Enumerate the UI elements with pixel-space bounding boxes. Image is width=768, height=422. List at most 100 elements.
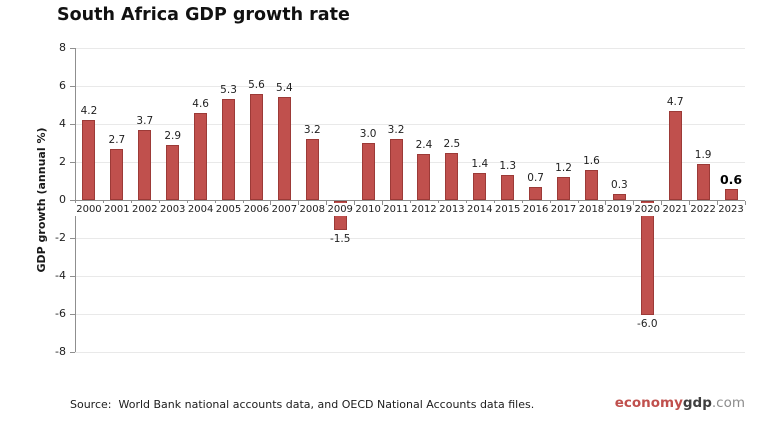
bar-value-label: 0.6 [719,171,743,187]
bar-value-label: 2.9 [164,129,182,142]
x-tick-label: 2012 [410,203,438,216]
gridline [75,276,745,277]
bar-2016 [529,186,543,200]
bar-2008 [305,139,319,200]
bar-2023 [724,188,738,200]
bar-value-label: 0.7 [527,171,544,184]
bar-2021 [668,110,682,200]
gridline [75,48,745,49]
bar-2003 [166,144,180,200]
bar-2007 [277,97,291,200]
y-axis-tick [70,314,75,315]
y-tick-label: 6 [59,79,66,92]
bar-value-label: 5.3 [220,84,237,97]
x-tick-label: 2023 [717,203,745,216]
x-tick-label: 2009 [326,203,354,216]
bar-value-label: 2.7 [108,133,126,146]
bar-2001 [110,148,124,200]
x-tick-label: 2008 [298,203,326,216]
x-axis-tick [745,201,746,205]
y-axis-tick [70,86,75,87]
x-tick-label: 2014 [466,203,494,216]
bar-2006 [249,93,263,200]
x-tick-label: 2013 [438,203,466,216]
chart-title: South Africa GDP growth rate [57,5,350,25]
bar-2019 [612,194,626,200]
gridline [75,314,745,315]
bar-2005 [222,99,236,200]
x-tick-label: 2021 [661,203,689,216]
x-tick-label: 2001 [103,203,131,216]
logo-text-gdp: gdp [682,395,712,411]
bar-2018 [584,169,598,200]
x-tick-label: 2000 [75,203,103,216]
y-axis-tick [70,276,75,277]
bar-2015 [501,175,515,200]
x-axis-line [75,200,745,201]
bar-value-label: 3.2 [387,124,405,137]
bar-2020 [640,201,654,315]
gridline [75,86,745,87]
x-tick-label: 2003 [159,203,187,216]
gridline [75,238,745,239]
y-axis-tick [70,48,75,49]
bar-value-label: 4.7 [666,95,684,108]
bar-value-label: 2.5 [443,137,461,150]
y-axis-tick [70,238,75,239]
x-tick-label: 2022 [689,203,717,216]
bar-value-label: 1.2 [555,162,572,175]
bar-value-label: -6.0 [637,318,658,330]
bar-value-label: 2.4 [415,139,433,152]
y-tick-label: -8 [55,345,66,358]
bar-2000 [82,120,96,200]
x-tick-label: 2017 [550,203,578,216]
y-axis-tick [70,124,75,125]
x-tick-label: 2002 [131,203,159,216]
bar-value-label: 1.6 [583,154,600,167]
x-tick-label: 2004 [187,203,215,216]
y-tick-label: 0 [59,193,66,206]
y-axis-tick [70,200,75,201]
bar-2004 [194,112,208,200]
y-tick-label: -6 [55,307,66,320]
y-tick-label: 4 [59,117,66,130]
bar-2011 [389,139,403,200]
x-tick-label: 2020 [633,203,661,216]
bar-value-label: 3.2 [303,124,321,137]
bar-value-label: -1.5 [329,232,351,245]
gridline [75,162,745,163]
bar-2013 [445,152,459,200]
bar-2002 [138,129,152,200]
y-axis-tick [70,352,75,353]
bar-2010 [361,143,375,200]
logo-text-economy: economy [614,395,683,411]
bar-2014 [473,173,487,200]
bar-2017 [557,177,571,200]
x-tick-label: 2005 [215,203,243,216]
gridline [75,124,745,125]
y-tick-label: -4 [55,269,66,282]
bar-value-label: 1.3 [499,160,517,173]
bar-value-label: 5.6 [248,78,265,91]
bar-value-label: 5.4 [276,82,293,95]
bar-2012 [417,154,431,200]
bar-value-label: 1.9 [694,148,712,161]
x-tick-label: 2018 [577,203,605,216]
logo-text-domain: .com [711,395,745,411]
source-note: Source: World Bank national accounts dat… [70,398,535,411]
bar-value-label: 0.3 [611,179,628,192]
y-tick-label: 2 [59,155,66,168]
x-tick-label: 2007 [270,203,298,216]
bar-value-label: 3.0 [359,128,377,140]
bar-2022 [696,163,710,200]
y-tick-label: 8 [59,41,66,54]
gridline [75,352,745,353]
y-axis-tick [70,162,75,163]
x-tick-label: 2016 [522,203,550,216]
x-tick-label: 2010 [354,203,382,216]
x-tick-label: 2015 [494,203,522,216]
bar-value-label: 4.6 [192,97,209,110]
x-tick-label: 2011 [382,203,410,216]
site-logo: economygdp.com [615,395,745,411]
